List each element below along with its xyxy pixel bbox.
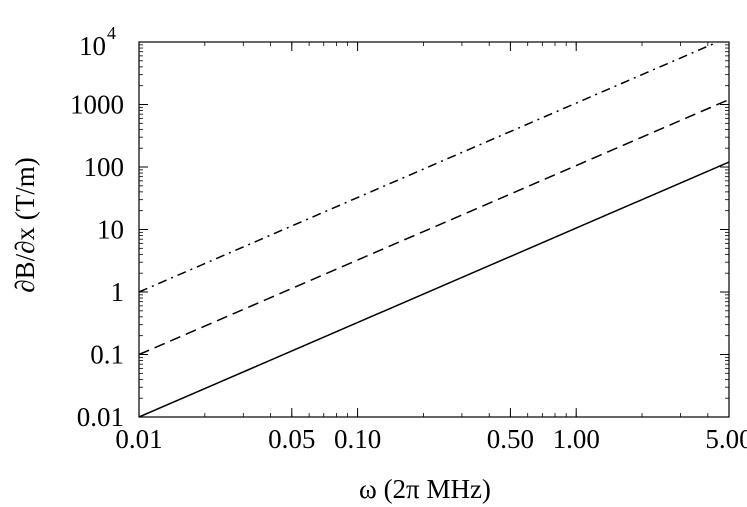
y-tick-label: 100 (84, 152, 125, 182)
x-tick-label: 0.10 (334, 424, 381, 454)
x-tick-label: 0.01 (115, 424, 162, 454)
x-axis-label: ω (2π MHz) (359, 474, 491, 504)
x-tick-label: 0.50 (487, 424, 534, 454)
tick-marks (138, 41, 730, 418)
y-tick-label: 10 (97, 215, 124, 245)
y-axis-label: ∂B/∂x (T/m) (10, 157, 40, 292)
x-tick-label: 5.00 (705, 424, 747, 454)
x-tick-label: 1.00 (553, 424, 600, 454)
y-tick-label: 1 (111, 277, 125, 307)
series-group (139, 42, 729, 417)
plot-frame (138, 41, 730, 418)
x-tick-label: 0.05 (268, 424, 315, 454)
y-tick-label-base: 10 (79, 31, 106, 61)
series-line-dashed (139, 98, 729, 356)
y-tick-label: 0.1 (90, 340, 124, 370)
x-tick-labels: 0.01 0.05 0.10 0.50 1.00 5.00 (115, 424, 747, 454)
y-tick-label: 1000 (70, 90, 124, 120)
series-line-dashdot (139, 42, 720, 293)
y-tick-label: 0.01 (77, 402, 124, 432)
y-tick-label-exponent: 4 (107, 23, 116, 43)
series-line-solid (139, 161, 729, 417)
